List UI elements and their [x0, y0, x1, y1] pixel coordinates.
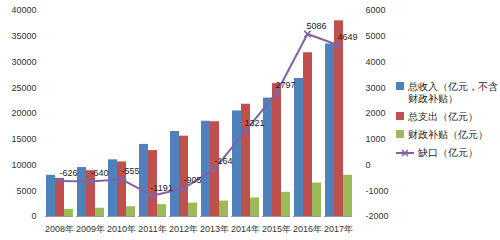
svg-text:4000: 4000 [366, 57, 386, 67]
svg-text:0: 0 [366, 160, 371, 170]
svg-text:5000: 5000 [366, 31, 386, 41]
svg-text:5000: 5000 [16, 186, 36, 196]
svg-text:2012年: 2012年 [169, 224, 198, 234]
svg-text:2008年: 2008年 [45, 224, 74, 234]
svg-text:2000: 2000 [366, 108, 386, 118]
svg-text:2015年: 2015年 [262, 224, 291, 234]
svg-text:2010年: 2010年 [107, 224, 136, 234]
svg-text:-1191: -1191 [150, 183, 172, 193]
svg-text:40000: 40000 [11, 5, 36, 15]
svg-text:20000: 20000 [11, 108, 36, 118]
svg-text:6000: 6000 [366, 5, 386, 15]
svg-text:-164: -164 [214, 156, 232, 166]
svg-text:2017年: 2017年 [324, 224, 353, 234]
svg-text:2014年: 2014年 [231, 224, 260, 234]
svg-text:-2000: -2000 [366, 211, 389, 221]
svg-text:15000: 15000 [11, 134, 36, 144]
svg-text:-905: -905 [183, 175, 201, 185]
svg-text:2011年: 2011年 [138, 224, 166, 234]
svg-text:1321: 1321 [244, 118, 264, 128]
svg-text:1000: 1000 [366, 134, 386, 144]
svg-text:30000: 30000 [11, 57, 36, 67]
svg-text:10000: 10000 [11, 160, 36, 170]
svg-text:2013年: 2013年 [200, 224, 229, 234]
svg-text:-555: -555 [121, 166, 139, 176]
svg-text:35000: 35000 [11, 31, 36, 41]
svg-text:3000: 3000 [366, 83, 386, 93]
svg-text:0: 0 [31, 211, 36, 221]
svg-text:2016年: 2016年 [293, 224, 322, 234]
html-text:财政补贴（亿元）: 财政补贴（亿元） [408, 129, 488, 140]
html-text:总收入（亿元，不含财政补贴）: 总收入（亿元，不含财政补贴） [408, 81, 498, 104]
svg-text:-640: -640 [90, 168, 108, 178]
svg-text:25000: 25000 [11, 83, 36, 93]
svg-text:2797: 2797 [275, 80, 295, 90]
html-text:缺口（亿元）: 缺口（亿元） [418, 147, 478, 158]
html-text:总支出（亿元）: 总支出（亿元） [408, 111, 478, 122]
svg-text:5086: 5086 [306, 21, 326, 31]
svg-text:4649: 4649 [337, 32, 357, 42]
svg-text:-626: -626 [59, 168, 77, 178]
svg-text:2009年: 2009年 [76, 224, 105, 234]
svg-text:-1000: -1000 [366, 186, 389, 196]
